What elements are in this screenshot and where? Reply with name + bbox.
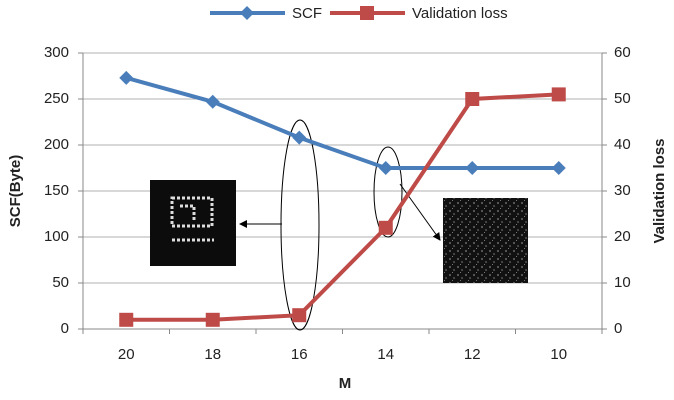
- y2-tick-label: 20: [614, 228, 631, 245]
- legend-label: Validation loss: [412, 5, 508, 22]
- series-line: [126, 78, 559, 168]
- y2-axis-title: Validation loss: [651, 138, 668, 243]
- data-point: [206, 313, 220, 327]
- legend-marker: [360, 6, 374, 20]
- y-tick-label: 150: [44, 182, 69, 199]
- image: [150, 180, 236, 266]
- data-point: [292, 308, 306, 322]
- y2-tick-label: 0: [614, 320, 622, 337]
- x-axis-title: M: [339, 375, 352, 392]
- data-point: [552, 161, 566, 175]
- y2-tick-label: 50: [614, 90, 631, 107]
- legend-marker: [240, 6, 254, 20]
- data-point: [206, 95, 220, 109]
- data-point: [119, 71, 133, 85]
- y-tick-label: 300: [44, 44, 69, 61]
- data-point: [379, 221, 393, 235]
- data-point: [119, 313, 133, 327]
- y2-tick-label: 40: [614, 136, 631, 153]
- x-tick-label: 20: [118, 346, 135, 363]
- y-axis-title: SCF(Byte): [7, 155, 24, 228]
- x-tick-label: 12: [464, 346, 481, 363]
- image: [443, 198, 528, 283]
- arrow: [400, 184, 440, 240]
- x-tick-label: 16: [291, 346, 308, 363]
- y2-tick-label: 30: [614, 182, 631, 199]
- legend-label: SCF: [292, 5, 322, 22]
- y2-tick-label: 10: [614, 274, 631, 291]
- x-tick-label: 18: [204, 346, 221, 363]
- y-tick-label: 100: [44, 228, 69, 245]
- data-point: [379, 161, 393, 175]
- data-point: [292, 131, 306, 145]
- y-tick-label: 200: [44, 136, 69, 153]
- data-point: [552, 87, 566, 101]
- y-tick-label: 250: [44, 90, 69, 107]
- x-tick-label: 10: [550, 346, 567, 363]
- x-tick-label: 14: [377, 346, 394, 363]
- y-tick-label: 0: [61, 320, 69, 337]
- chart: M SCF(Byte) Validation loss 050100150200…: [0, 0, 674, 400]
- data-point: [465, 161, 479, 175]
- data-point: [465, 92, 479, 106]
- y-tick-label: 50: [52, 274, 69, 291]
- y2-tick-label: 60: [614, 44, 631, 61]
